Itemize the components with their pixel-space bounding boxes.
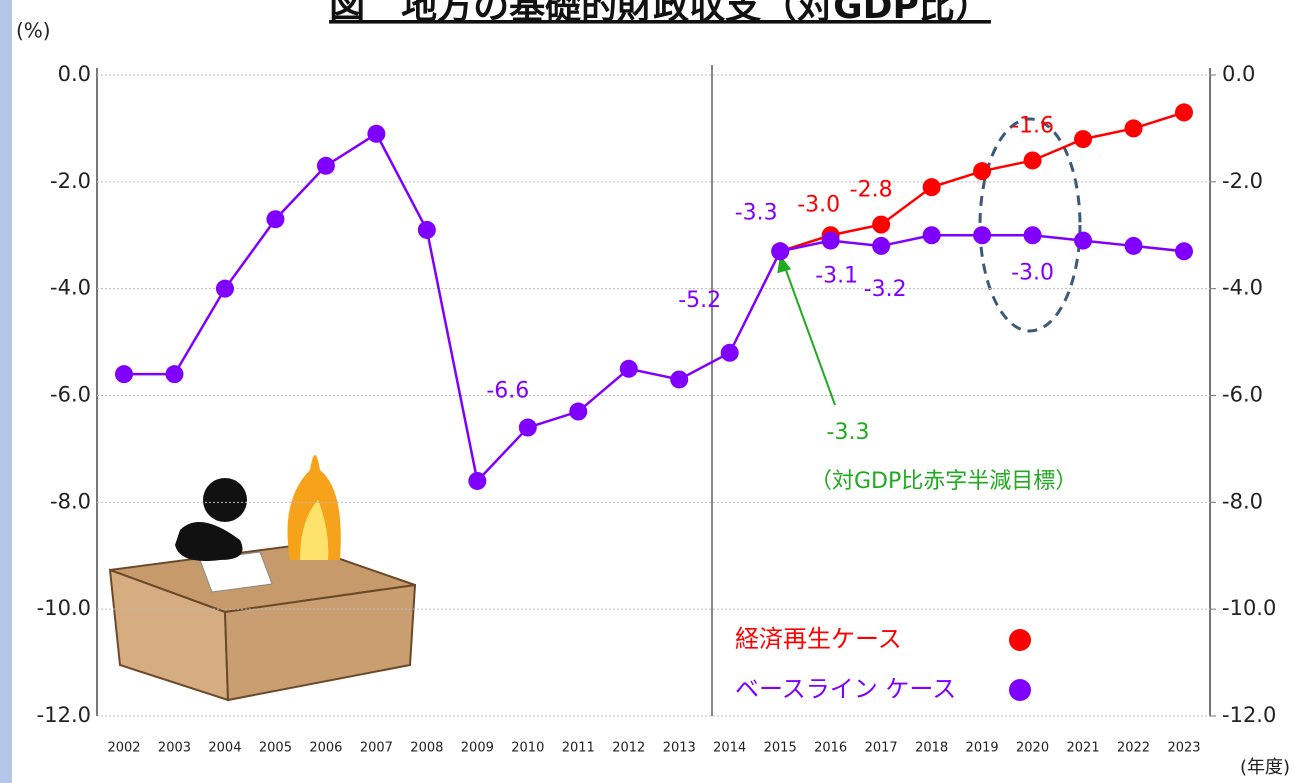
data-point (872, 237, 890, 255)
x-tick-label: 2016 (814, 741, 847, 756)
y-tick-label: -10.0 (37, 596, 91, 620)
data-label: -2.8 (850, 178, 893, 203)
data-point (923, 178, 941, 196)
data-label: -3.3 (735, 200, 778, 225)
data-point (165, 365, 183, 383)
data-label: -3.0 (797, 192, 840, 217)
x-tick-label: 2012 (612, 741, 645, 756)
x-tick-label: 2004 (208, 741, 241, 756)
y-tick-label: -12.0 (37, 703, 91, 727)
data-point (670, 370, 688, 388)
data-point (973, 226, 991, 244)
data-point (973, 162, 991, 180)
y-tick-label: -6.0 (50, 383, 91, 407)
data-point (771, 242, 789, 260)
y2-tick-label: 0.0 (1222, 62, 1255, 86)
data-label: -6.6 (486, 379, 529, 404)
annotation: （対GDP比赤字半減目標） (810, 469, 1077, 494)
x-tick-label: 2007 (360, 741, 393, 756)
legend-marker (1009, 629, 1031, 651)
y2-tick-label: -2.0 (1222, 169, 1263, 193)
y2-tick-label: -10.0 (1222, 596, 1276, 620)
x-tick-label: 2015 (764, 741, 797, 756)
data-point (569, 403, 587, 421)
x-tick-label: 2019 (966, 741, 999, 756)
x-tick-label: 2006 (309, 741, 342, 756)
x-tick-label: 2002 (107, 741, 140, 756)
data-label: -1.6 (1011, 113, 1054, 138)
x-tick-label: 2022 (1117, 741, 1150, 756)
data-point (822, 232, 840, 250)
data-point (216, 280, 234, 298)
y2-tick-label: -8.0 (1222, 489, 1263, 513)
y2-tick-label: -12.0 (1222, 703, 1276, 727)
x-tick-label: 2021 (1067, 741, 1100, 756)
data-point (468, 472, 486, 490)
series-line (124, 134, 1184, 481)
x-axis-label: (年度) (1240, 757, 1290, 778)
data-point (872, 216, 890, 234)
legend-label: 経済再生ケース (735, 625, 902, 653)
legend-label: ベースライン ケース (735, 675, 956, 703)
data-point (317, 157, 335, 175)
data-point (1125, 119, 1143, 137)
chart-title: 図 地方の基礎的財政収支（対GDP比） (329, 0, 991, 27)
data-point (367, 125, 385, 143)
x-tick-label: 2005 (259, 741, 292, 756)
data-point (721, 344, 739, 362)
data-label: -3.2 (864, 277, 907, 302)
x-tick-label: 2011 (562, 741, 595, 756)
data-point (519, 419, 537, 437)
x-tick-label: 2020 (1016, 741, 1049, 756)
annotation: -3.3 (827, 420, 870, 445)
x-tick-label: 2018 (915, 741, 948, 756)
data-point (1024, 226, 1042, 244)
data-point (923, 226, 941, 244)
highlight-ellipse (980, 119, 1080, 331)
x-tick-label: 2003 (158, 741, 191, 756)
y-axis-label: (%) (16, 19, 51, 43)
data-point (115, 365, 133, 383)
x-tick-label: 2013 (663, 741, 696, 756)
legend-marker (1009, 679, 1031, 701)
x-tick-label: 2008 (410, 741, 443, 756)
data-point (620, 360, 638, 378)
data-label: -5.2 (678, 288, 721, 313)
data-point (1074, 232, 1092, 250)
illustration (110, 455, 415, 700)
chart: 図 地方の基礎的財政収支（対GDP比） (%) (年度) 0.0 -2.0 -4.0… (0, 0, 1294, 783)
data-point (1125, 237, 1143, 255)
y-tick-label: -2.0 (50, 169, 91, 193)
x-tick-label: 2014 (713, 741, 746, 756)
x-tick-label: 2010 (511, 741, 544, 756)
data-point (1024, 151, 1042, 169)
y-tick-label: 0.0 (58, 62, 91, 86)
data-point (1175, 242, 1193, 260)
data-point (266, 210, 284, 228)
y2-tick-label: -6.0 (1222, 383, 1263, 407)
y2-tick-label: -4.0 (1222, 276, 1263, 300)
data-label: -3.1 (815, 264, 858, 289)
y-tick-label: -8.0 (50, 489, 91, 513)
y-tick-label: -4.0 (50, 276, 91, 300)
x-tick-label: 2023 (1167, 741, 1200, 756)
data-point (1074, 130, 1092, 148)
side-strip (0, 0, 12, 783)
x-tick-label: 2017 (865, 741, 898, 756)
data-point (1175, 103, 1193, 121)
x-tick-label: 2009 (461, 741, 494, 756)
data-point (418, 221, 436, 239)
data-label: -3.0 (1011, 260, 1054, 285)
